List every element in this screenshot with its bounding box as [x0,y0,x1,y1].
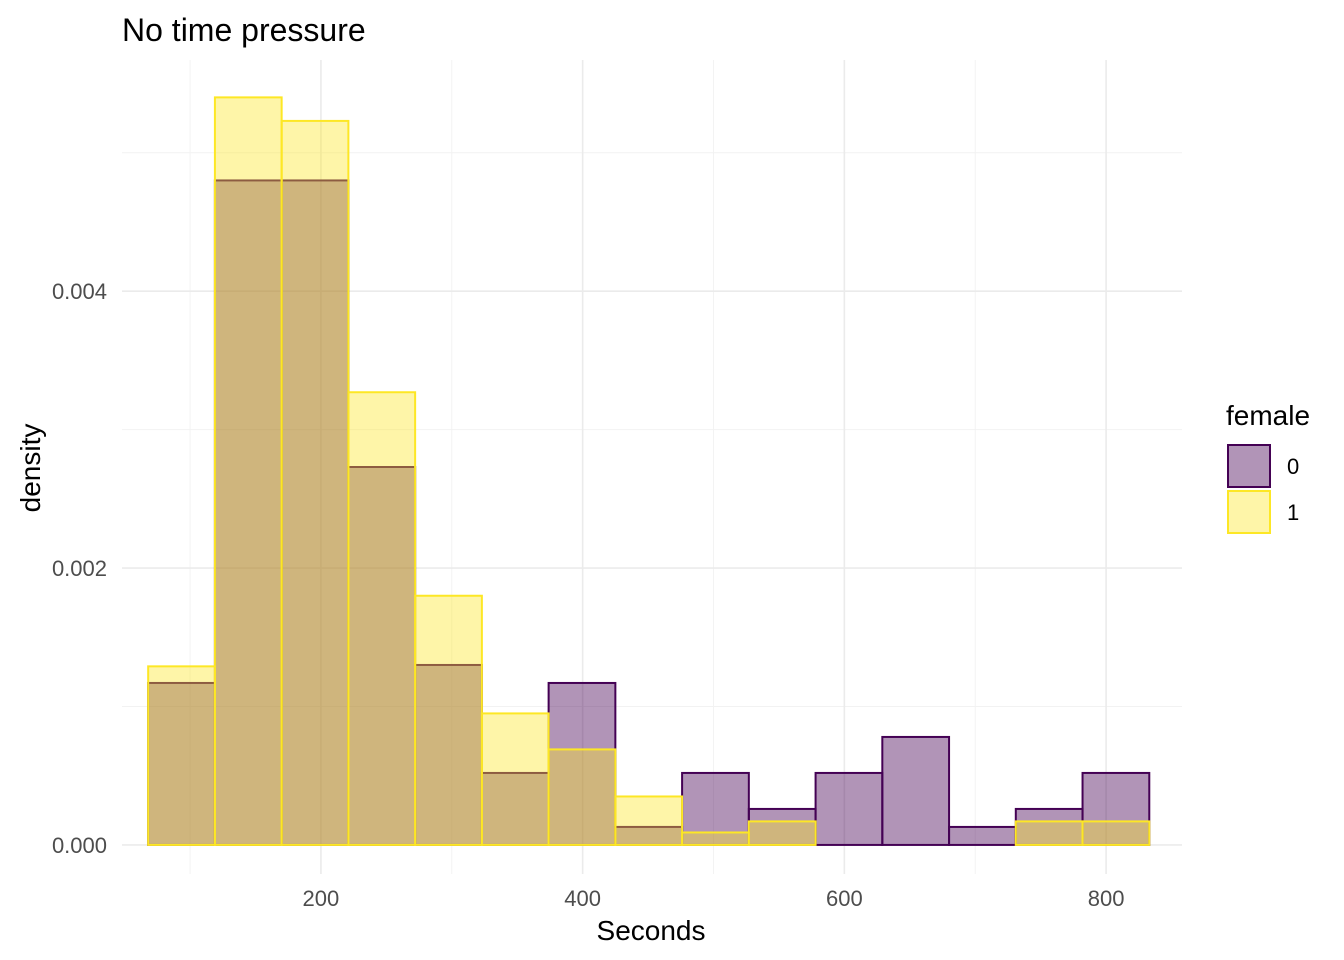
legend-key-1 [1227,490,1271,534]
bar-female-1-bin-0 [147,665,216,846]
x-tick-label: 800 [1088,886,1125,911]
bar-female-0-bin-14 [1081,771,1151,846]
bar-female-1-bin-5 [480,712,550,846]
chart-title: No time pressure [122,12,366,48]
bar-female-0-bin-10 [814,771,884,846]
bar-female-1-bin-8 [681,831,750,846]
x-tick-label: 400 [564,886,601,911]
bar-female-0-bin-6 [547,681,617,846]
x-axis-ticks: 200 400 600 800 [303,886,1125,911]
bar-female-0-bin-11 [881,735,951,846]
legend-label-1: 1 [1287,500,1299,525]
legend-title: female [1226,400,1310,431]
bar-female-1-bin-3 [347,391,417,846]
bar-female-1-bin-13 [1014,820,1084,846]
legend-key-0 [1227,444,1271,488]
x-tick-label: 600 [826,886,863,911]
bar-female-1-bin-7 [614,795,684,846]
bar-female-1-bin-9 [747,820,817,846]
histogram-bars [147,96,1151,846]
legend: female 0 1 [1226,400,1310,534]
legend-label-0: 0 [1287,454,1299,479]
bar-female-0-bin-2 [280,179,350,846]
y-tick-label: 0.000 [52,833,107,858]
y-tick-label: 0.004 [52,279,107,304]
bar-female-0-bin-12 [948,825,1017,846]
bar-female-1-bin-4 [414,594,483,846]
bar-female-1-bin-2 [280,119,350,846]
x-axis-title: Seconds [597,915,706,946]
bar-female-1-bin-14 [1081,820,1151,846]
bar-female-1-bin-6 [547,748,617,846]
y-axis-ticks: 0.000 0.002 0.004 [52,279,107,858]
bar-female-1-bin-1 [213,96,283,846]
y-tick-label: 0.002 [52,556,107,581]
x-tick-label: 200 [303,886,340,911]
y-axis-title: density [15,424,46,513]
bar-female-0-bin-9 [747,807,817,846]
